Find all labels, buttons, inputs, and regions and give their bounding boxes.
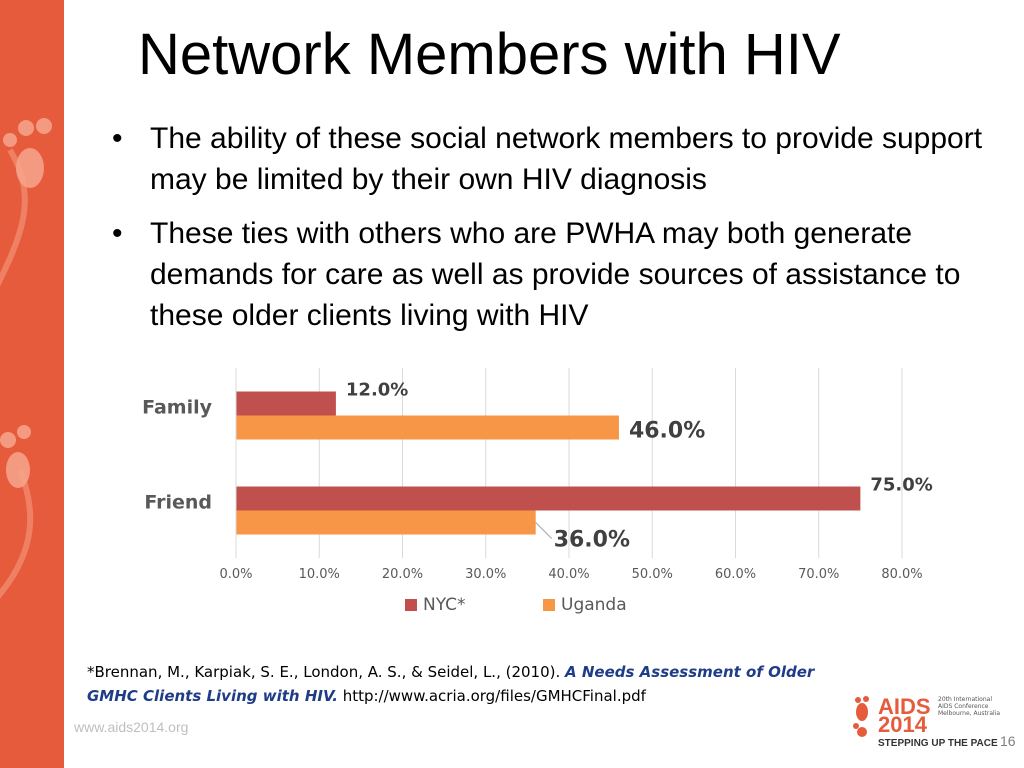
footprint-pattern-icon (0, 118, 52, 599)
page-number: 16 (1000, 733, 1016, 749)
reference-prefix: *Brennan, M., Karpiak, S. E., London, A.… (87, 663, 561, 681)
bar-chart: 0.0% 10.0% 20.0% 30.0% 40.0% 50.0% 60.0% 70.0% 8… (100, 360, 980, 640)
x-tick-label: 60.0% (715, 567, 756, 582)
data-label-leader (535, 522, 553, 539)
bar-uganda (236, 415, 619, 440)
category-label: Family (142, 397, 213, 419)
data-label: 12.0% (346, 380, 408, 401)
x-tick-label: 70.0% (798, 567, 839, 582)
decorative-side-strip (0, 0, 64, 768)
data-label: 75.0% (870, 475, 932, 496)
data-label: 36.0% (554, 528, 630, 553)
bar-nyc (236, 486, 861, 511)
legend-label: NYC* (423, 595, 466, 615)
x-tick-label: 0.0% (219, 567, 252, 582)
bar-nyc (236, 391, 336, 416)
data-label: 46.0% (629, 419, 705, 444)
category-label: Friend (144, 492, 212, 514)
logo-tagline: STEPPING UP THE PACE (878, 738, 998, 749)
reference-url: http://www.acria.org/files/GMHCFinal.pdf (342, 687, 646, 705)
logo-year-text: 2014 (878, 712, 927, 737)
footer-website: www.aids2014.org (74, 719, 189, 735)
bullet-item: These ties with others who are PWHA may … (110, 213, 990, 336)
logo-conference-text: 20th International AIDS Conference Melbo… (938, 696, 1001, 717)
chart-canvas: 0.0% 10.0% 20.0% 30.0% 40.0% 50.0% 60.0% 70.0% 8… (142, 368, 933, 615)
reference-title: A Needs Assessment of Older GMHC Clients… (87, 663, 815, 705)
slide-title: Network Members with HIV (138, 22, 841, 87)
x-tick-label: 80.0% (881, 567, 922, 582)
x-tick-label: 40.0% (548, 567, 589, 582)
aids2014-logo: AIDS 2014 20th International AIDS Confer… (848, 692, 1000, 754)
logo-aids-text: AIDS (878, 694, 931, 719)
legend-label: Uganda (561, 595, 627, 615)
bullet-item: The ability of these social network memb… (110, 118, 990, 200)
x-tick-label: 50.0% (632, 567, 673, 582)
legend-swatch (543, 599, 555, 611)
x-tick-label: 10.0% (299, 567, 340, 582)
x-tick-label: 30.0% (465, 567, 506, 582)
reference-citation: *Brennan, M., Karpiak, S. E., London, A.… (87, 660, 847, 708)
legend-swatch (405, 599, 417, 611)
bar-uganda (236, 510, 536, 535)
bullet-list: The ability of these social network memb… (110, 118, 990, 349)
figure-logo-icon (853, 696, 869, 737)
x-tick-label: 20.0% (382, 567, 423, 582)
